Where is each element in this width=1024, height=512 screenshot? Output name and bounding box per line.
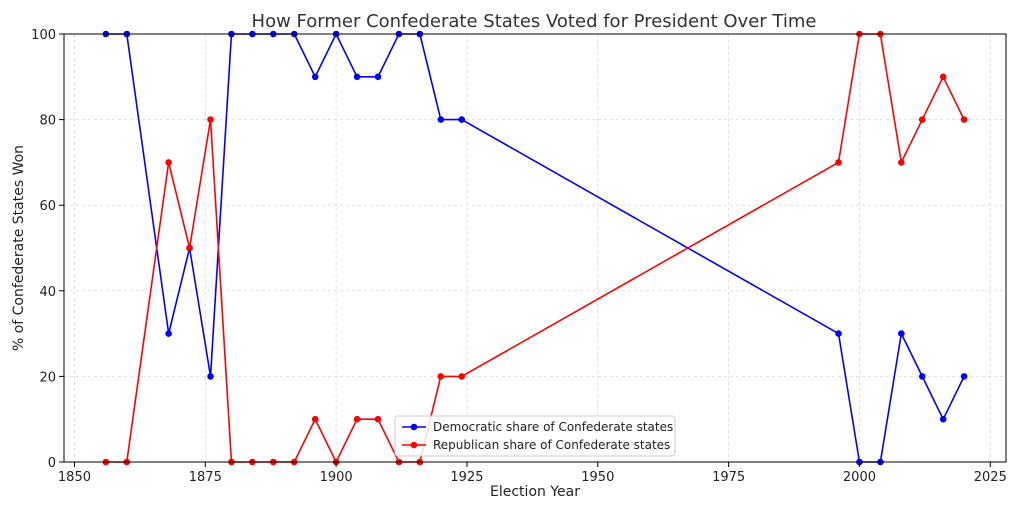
y-tick-label: 100 <box>31 28 56 43</box>
data-point <box>458 373 466 380</box>
series-republican <box>102 30 968 466</box>
legend-item: Democratic share of Confederate states <box>402 420 673 434</box>
data-point <box>311 415 319 423</box>
legend-marker <box>410 441 418 449</box>
y-tick-label: 0 <box>48 456 56 471</box>
y-tick-label: 80 <box>39 114 56 129</box>
data-point <box>898 159 905 166</box>
series-layer <box>102 30 968 466</box>
x-tick-label: 1850 <box>58 470 91 485</box>
x-tick-label: 1950 <box>581 470 614 485</box>
data-point <box>311 73 319 81</box>
legend-label: Republican share of Confederate states <box>433 438 670 452</box>
data-point <box>374 415 382 423</box>
x-tick-label: 1900 <box>320 470 353 485</box>
data-point <box>207 373 214 380</box>
data-point <box>898 330 905 337</box>
series-democratic <box>102 30 968 466</box>
data-point <box>939 73 947 81</box>
series-line <box>105 33 965 463</box>
data-point <box>918 116 926 123</box>
legend-item: Republican share of Confederate states <box>402 438 670 452</box>
y-tick-label: 40 <box>39 285 56 300</box>
data-point <box>165 330 172 337</box>
data-point <box>960 373 968 380</box>
data-point <box>835 159 842 166</box>
data-point <box>207 116 214 123</box>
axis-ticks: 1850 1875 1900 1925 1950 1975 2000 2025 0 20 40 60 8… <box>31 28 1007 485</box>
x-tick-label: 1925 <box>450 470 483 485</box>
x-tick-label: 2025 <box>974 470 1007 485</box>
y-tick-label: 60 <box>39 199 56 214</box>
legend-label: Democratic share of Confederate states <box>433 420 673 434</box>
data-point <box>835 330 842 337</box>
x-tick-label: 1975 <box>712 470 745 485</box>
x-tick-label: 1875 <box>189 470 222 485</box>
data-point <box>960 116 968 123</box>
x-tick-label: 2000 <box>843 470 876 485</box>
data-point <box>165 159 172 166</box>
legend-box <box>394 415 676 457</box>
data-point <box>353 73 361 81</box>
data-point <box>939 415 947 423</box>
y-axis-label: % of Confederate States Won <box>11 145 27 351</box>
data-point <box>918 373 926 380</box>
data-point <box>437 373 445 380</box>
y-tick-label: 20 <box>39 370 56 385</box>
legend-marker <box>410 423 418 431</box>
x-axis-label: Election Year <box>490 484 580 500</box>
data-point <box>186 244 193 252</box>
series-line <box>105 33 965 463</box>
chart-title: How Former Confederate States Voted for … <box>252 11 817 32</box>
plot-frame <box>63 33 1007 463</box>
data-point <box>374 73 382 81</box>
data-point <box>458 116 466 123</box>
data-point <box>437 116 445 123</box>
legend: Democratic share of Confederate states Re… <box>394 415 676 457</box>
data-point <box>353 415 361 423</box>
grid <box>64 33 1006 463</box>
